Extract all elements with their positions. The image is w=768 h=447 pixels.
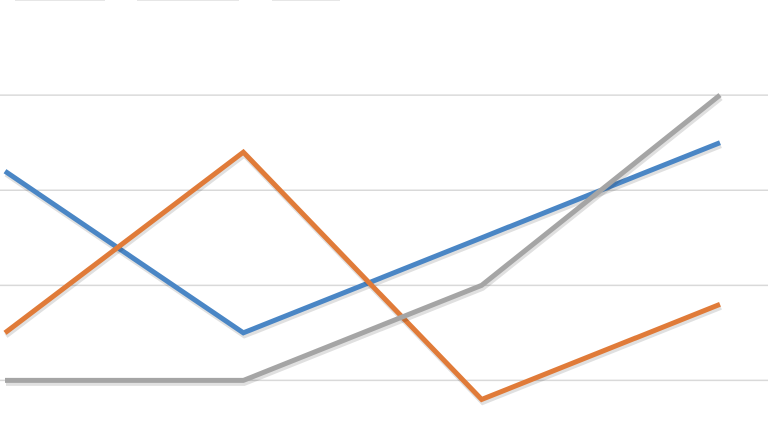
legend bbox=[15, 0, 340, 1]
series-line-3 bbox=[5, 93, 722, 383]
series-line-2 bbox=[3, 148, 721, 403]
legend-swatch bbox=[15, 0, 105, 1]
series-shadow bbox=[4, 143, 722, 339]
series-line-1 bbox=[3, 140, 721, 336]
series-shadow bbox=[6, 96, 723, 386]
legend-swatch bbox=[137, 0, 239, 1]
legend-swatch bbox=[272, 0, 340, 1]
